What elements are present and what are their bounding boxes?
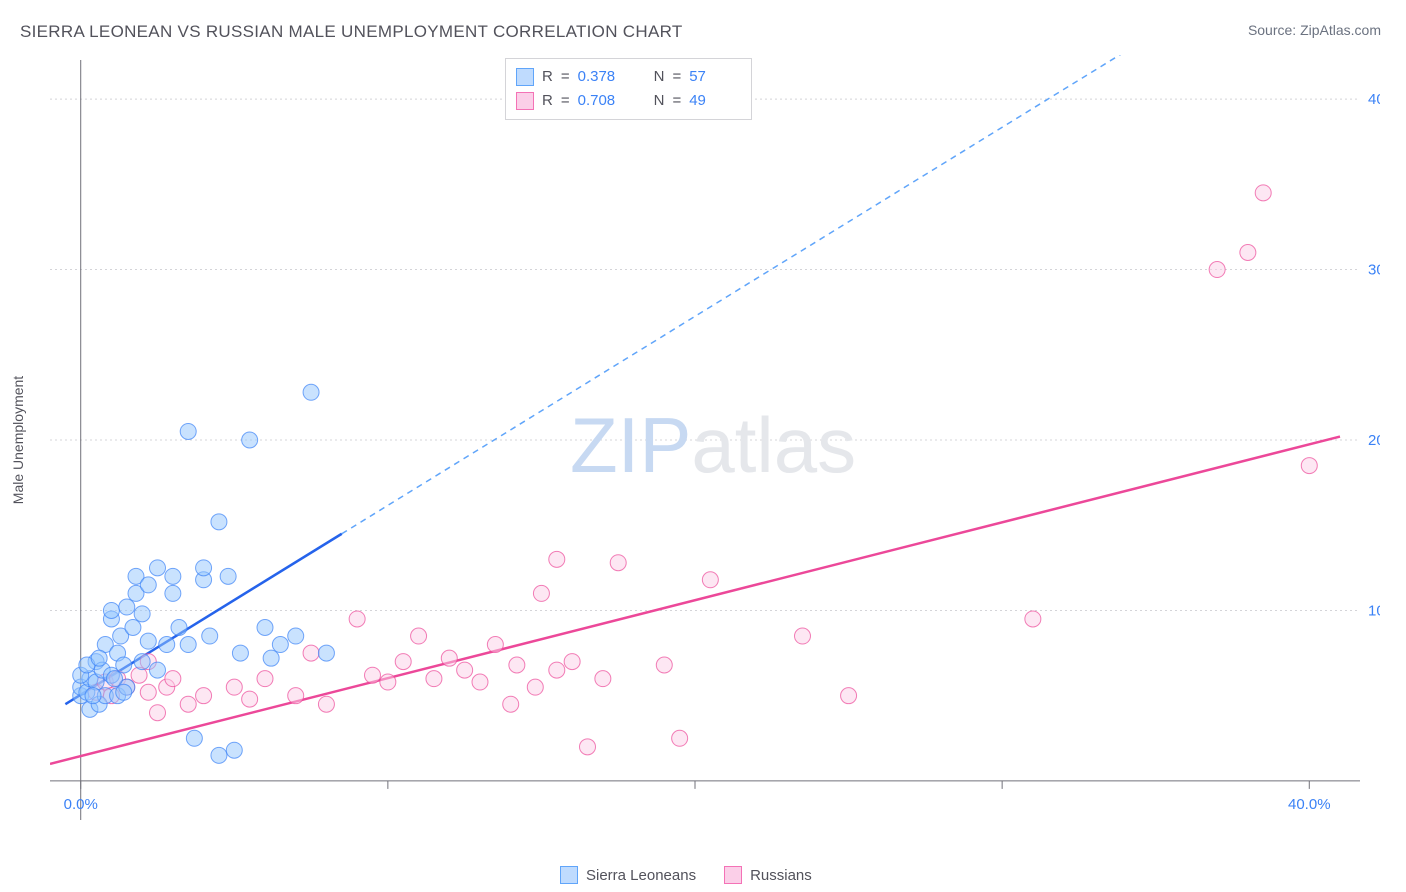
svg-text:20.0%: 20.0%: [1368, 432, 1380, 449]
legend-n-value: 57: [689, 65, 737, 89]
chart-title: SIERRA LEONEAN VS RUSSIAN MALE UNEMPLOYM…: [20, 22, 683, 42]
scatter-plot: 0.0% 40.0% 10.0% 20.0% 30.0% 40.0%: [50, 55, 1380, 845]
correlation-legend-row: R=0.708N=49: [516, 89, 737, 113]
legend-swatch-blue: [560, 866, 578, 884]
chart-container: SIERRA LEONEAN VS RUSSIAN MALE UNEMPLOYM…: [0, 0, 1406, 892]
chart-area: 0.0% 40.0% 10.0% 20.0% 30.0% 40.0%: [50, 55, 1380, 845]
y-axis-label: Male Unemployment: [10, 376, 26, 504]
legend-r-label: R: [542, 89, 553, 113]
svg-text:40.0%: 40.0%: [1288, 796, 1331, 813]
svg-text:0.0%: 0.0%: [64, 796, 98, 813]
series-legend-item: Sierra Leoneans: [560, 866, 696, 884]
correlation-legend: R=0.378N=57R=0.708N=49: [505, 58, 752, 120]
legend-swatch-pink: [724, 866, 742, 884]
source-attribution: Source: ZipAtlas.com: [1248, 22, 1381, 38]
svg-text:10.0%: 10.0%: [1368, 602, 1380, 619]
legend-n-label: N: [654, 89, 665, 113]
series-legend: Sierra Leoneans Russians: [560, 866, 812, 884]
legend-n-label: N: [654, 65, 665, 89]
series-legend-label: Sierra Leoneans: [586, 867, 696, 884]
legend-swatch-blue: [516, 68, 534, 86]
legend-r-label: R: [542, 65, 553, 89]
legend-r-value: 0.708: [578, 89, 626, 113]
legend-r-value: 0.378: [578, 65, 626, 89]
legend-swatch-pink: [516, 92, 534, 110]
series-legend-label: Russians: [750, 867, 812, 884]
svg-text:30.0%: 30.0%: [1368, 262, 1380, 279]
legend-n-value: 49: [689, 89, 737, 113]
series-legend-item: Russians: [724, 866, 812, 884]
svg-text:40.0%: 40.0%: [1368, 91, 1380, 108]
correlation-legend-row: R=0.378N=57: [516, 65, 737, 89]
